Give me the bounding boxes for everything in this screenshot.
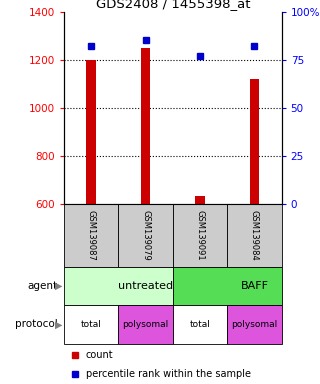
- Bar: [173, 305, 227, 344]
- Text: untreated: untreated: [118, 281, 173, 291]
- Bar: [64, 204, 118, 267]
- Bar: [195, 196, 205, 204]
- Title: GDS2408 / 1455398_at: GDS2408 / 1455398_at: [96, 0, 250, 10]
- Bar: [141, 48, 150, 204]
- Text: polysomal: polysomal: [123, 320, 169, 329]
- Text: total: total: [81, 320, 102, 329]
- Text: protocol: protocol: [15, 319, 58, 329]
- Text: ▶: ▶: [55, 281, 62, 291]
- Bar: [118, 305, 173, 344]
- Bar: [227, 305, 282, 344]
- Bar: [64, 267, 173, 305]
- Text: GSM139091: GSM139091: [196, 210, 204, 260]
- Bar: [64, 305, 118, 344]
- Text: polysomal: polysomal: [231, 320, 277, 329]
- Text: count: count: [86, 350, 113, 360]
- Bar: [86, 60, 96, 204]
- Text: ▶: ▶: [55, 319, 62, 329]
- Bar: [173, 204, 227, 267]
- Bar: [173, 267, 282, 305]
- Text: GSM139087: GSM139087: [87, 210, 96, 261]
- Text: percentile rank within the sample: percentile rank within the sample: [86, 369, 251, 379]
- Text: BAFF: BAFF: [240, 281, 268, 291]
- Bar: [118, 204, 173, 267]
- Text: total: total: [189, 320, 211, 329]
- Text: GSM139084: GSM139084: [250, 210, 259, 261]
- Text: GSM139079: GSM139079: [141, 210, 150, 261]
- Bar: [227, 204, 282, 267]
- Bar: [250, 79, 259, 204]
- Text: agent: agent: [28, 281, 58, 291]
